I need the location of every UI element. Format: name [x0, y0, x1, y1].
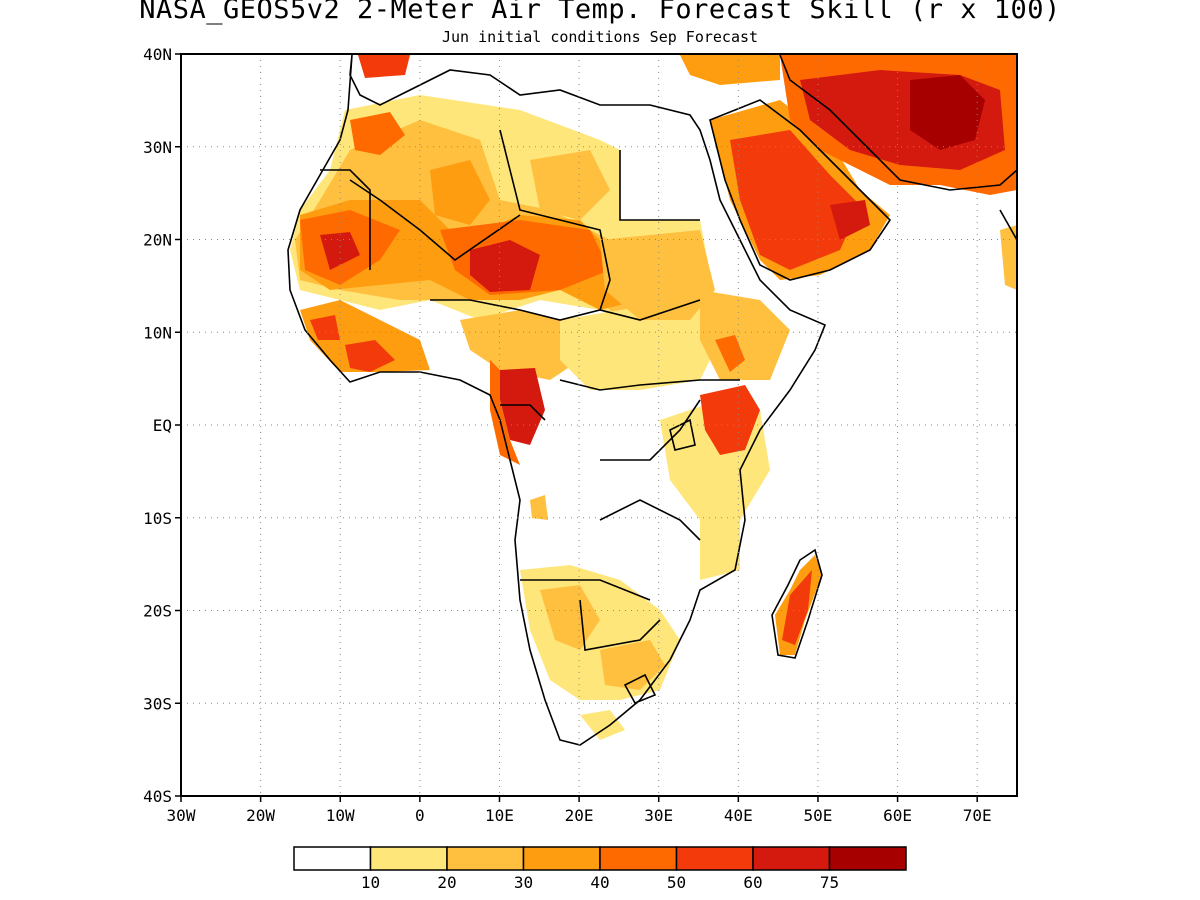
x-tick-label: 40E: [724, 806, 753, 825]
colorbar-legend: 10 20 30 40 50 60 75: [293, 846, 907, 892]
algeria-orange: [430, 160, 490, 225]
x-axis: 30W 20W 10W 0 10E 20E 30E 40E 50E 60E 70E: [167, 796, 992, 825]
y-tick-label: 10N: [143, 323, 172, 342]
gabon-red: [500, 368, 545, 445]
shading-layer: [285, 55, 1017, 745]
legend-swatch: [369, 846, 448, 871]
arabia-red: [730, 130, 860, 270]
x-tick-label: 50E: [803, 806, 832, 825]
y-tick-label: 30N: [143, 138, 172, 157]
x-tick-label: 10W: [326, 806, 355, 825]
gabon-orange: [490, 360, 520, 465]
legend-swatch: [675, 846, 754, 871]
turkey-orange: [680, 55, 780, 85]
x-tick-label: 70E: [963, 806, 992, 825]
southern-tip-yellow: [580, 710, 625, 740]
afghanistan-darkred: [910, 75, 985, 150]
x-tick-label: 0: [415, 806, 425, 825]
libya-patch: [530, 150, 610, 220]
india-patch: [1000, 225, 1017, 290]
namibia-orange: [540, 585, 600, 650]
legend-label: 75: [820, 873, 839, 892]
ethiopia-orange: [700, 290, 790, 380]
legend-label: 40: [590, 873, 609, 892]
oman-darkred: [830, 200, 870, 240]
y-tick-label: 40S: [143, 787, 172, 806]
south-africa-orange: [600, 640, 665, 690]
y-tick-label: 20N: [143, 231, 172, 250]
x-tick-label: 10E: [485, 806, 514, 825]
legend-swatch: [522, 846, 601, 871]
legend-label: 30: [514, 873, 533, 892]
x-tick-label: 20W: [246, 806, 275, 825]
guinea-coast-red: [310, 315, 395, 372]
legend-swatch: [599, 846, 678, 871]
gridlines: [181, 54, 1017, 796]
iberia-red: [358, 55, 410, 78]
x-tick-label: 20E: [565, 806, 594, 825]
y-axis: 40N 30N 20N 10N EQ 10S 20S 30S 40S: [143, 45, 181, 806]
x-tick-label: 30W: [167, 806, 196, 825]
y-tick-label: 10S: [143, 509, 172, 528]
legend-label: 60: [743, 873, 762, 892]
legend-swatch: [446, 846, 525, 871]
coastlines: [287, 54, 1017, 746]
y-tick-label: 20S: [143, 602, 172, 621]
legend-label: 10: [361, 873, 380, 892]
map-subtitle: Jun initial conditions Sep Forecast: [441, 28, 759, 46]
madagascar-red: [782, 570, 812, 645]
y-tick-label: 40N: [143, 45, 172, 64]
legend-swatch: [828, 846, 907, 871]
niger-chad-red: [320, 232, 540, 292]
east-africa-red: [700, 385, 760, 455]
map-title: NASA_GEOS5v2 2-Meter Air Temp. Forecast …: [139, 0, 1061, 25]
morocco-orange: [350, 112, 405, 155]
x-tick-label: 30E: [644, 806, 673, 825]
y-tick-label: EQ: [153, 416, 172, 435]
mozambique-yellow: [700, 520, 740, 580]
x-tick-label: 60E: [883, 806, 912, 825]
ethiopia-red: [715, 335, 745, 372]
legend-swatch: [293, 846, 372, 871]
legend-label: 20: [437, 873, 456, 892]
central-yellow: [560, 300, 720, 390]
legend-label: 50: [667, 873, 686, 892]
y-tick-label: 30S: [143, 694, 172, 713]
legend-swatch: [752, 846, 831, 871]
sudan-orange: [600, 230, 715, 320]
angola-patch: [530, 495, 548, 520]
